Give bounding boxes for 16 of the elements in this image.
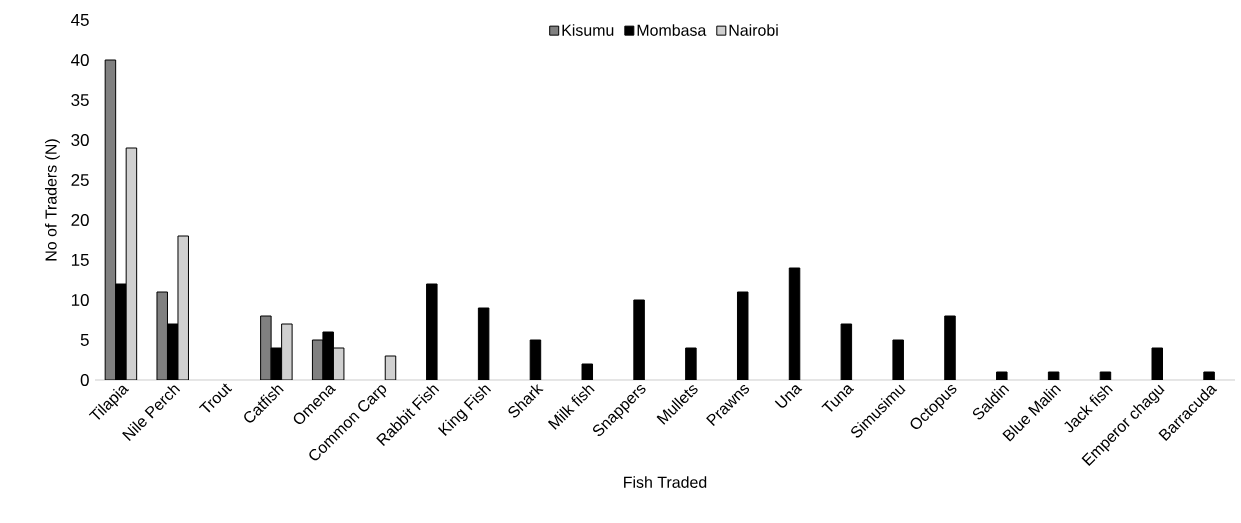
y-tick-label: 25 bbox=[71, 174, 89, 186]
y-tick-label: 10 bbox=[71, 294, 89, 306]
y-tick-label: 15 bbox=[71, 254, 89, 266]
y-tick-label: 0 bbox=[80, 374, 89, 386]
y-tick-label: 20 bbox=[71, 214, 89, 226]
y-axis-title: No of Traders (N) bbox=[44, 139, 60, 261]
y-tick-label: 30 bbox=[71, 134, 89, 146]
y-tick-label: 5 bbox=[80, 334, 89, 346]
y-tick-label: 35 bbox=[71, 94, 89, 106]
y-tick-label: 40 bbox=[71, 54, 89, 66]
y-tick-label: 45 bbox=[71, 14, 89, 26]
x-tick-label: Una bbox=[774, 385, 803, 408]
legend-label: Kisumu bbox=[562, 24, 614, 36]
x-axis-title: Fish Traded bbox=[624, 476, 707, 488]
legend-label: Nairobi bbox=[729, 24, 778, 36]
legend-label: Mombasa bbox=[637, 24, 707, 36]
